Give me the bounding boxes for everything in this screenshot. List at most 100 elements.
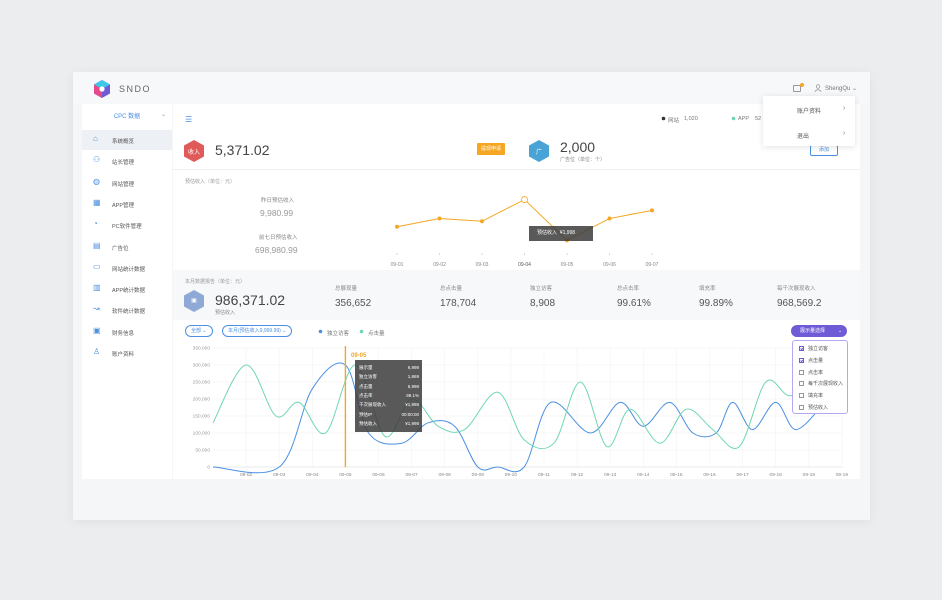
- x-tick-label: 09-16: [703, 472, 716, 478]
- main-content: ☰ 网站 1,020 APP 52 收入 5,371.02 提现申请 广 2,0…: [173, 104, 860, 479]
- x-tick-label: 09-10: [505, 472, 518, 478]
- metric-option-label: 点击率: [808, 369, 824, 376]
- sidebar-item[interactable]: ▣ 财务信息: [82, 322, 172, 342]
- tooltip-value: ¥1,998: [405, 402, 419, 408]
- metric-option[interactable]: 每千次展现收入: [799, 380, 843, 387]
- forecast-point: [649, 208, 654, 213]
- sidebar-item[interactable]: ⚇ 站长管理: [82, 151, 172, 171]
- yesterday-label: 昨日预估收入: [261, 198, 295, 204]
- x-tick-label: 09-04: [518, 262, 531, 268]
- person-icon: ♙: [93, 347, 101, 356]
- sidebar-item[interactable]: ▥ APP统计数据: [82, 279, 172, 299]
- forecast-point: [480, 219, 485, 224]
- withdraw-button[interactable]: 提现申请: [477, 143, 505, 155]
- add-button[interactable]: 添加: [810, 145, 838, 156]
- tooltip-row: 点击量 6,998: [359, 384, 419, 390]
- legend-clicks: 点击量: [368, 331, 385, 337]
- visitors-series-line: [212, 362, 823, 474]
- user-name[interactable]: ShengQu ⌄: [825, 86, 858, 92]
- checkbox[interactable]: [799, 369, 804, 375]
- user-icon[interactable]: [814, 84, 822, 92]
- tooltip-value: 99.1%: [406, 392, 419, 398]
- tooltip-key: 预估收入: [359, 420, 377, 426]
- sidebar-item[interactable]: ⌂ 系统概览: [82, 130, 172, 150]
- metric-option[interactable]: 填充率: [799, 392, 823, 399]
- sidebar-header[interactable]: CPC 数据: [113, 114, 141, 120]
- legend-dot-site: [661, 116, 666, 121]
- metric-select-button[interactable]: 展示量选择 ⌄: [791, 325, 847, 337]
- metric-option[interactable]: 点击率: [799, 369, 823, 376]
- clicks-series-line: [212, 364, 816, 450]
- x-tick-label: 09-02: [240, 472, 253, 478]
- ads-subtitle: 广告位（单位：个）: [560, 157, 606, 163]
- sidebar-item[interactable]: ◍ 网站管理: [82, 173, 172, 193]
- message-icon[interactable]: [793, 85, 801, 92]
- forecast-chart: 09-01 09-02 09-03 09-04 09-05 09-06 09-07: [391, 196, 659, 268]
- stat-label: 独立访客: [530, 286, 553, 292]
- stats-income-icon: ▣: [184, 290, 204, 312]
- x-tick-label: 09-09: [472, 472, 485, 478]
- metric-option[interactable]: 预估收入: [799, 404, 828, 411]
- grid-icon: ▦: [93, 197, 101, 207]
- stat-label: 总点击率: [617, 286, 640, 292]
- logo-icon: [94, 80, 110, 98]
- sidebar-item-label: 账户资料: [112, 352, 135, 358]
- x-tick-label: 09-05: [339, 472, 352, 478]
- chevron-down-icon: ⌄: [838, 328, 843, 334]
- month-filter[interactable]: 本月(预估收入9,999.99) ⌄: [222, 325, 293, 337]
- legend-site-label: 网站: [668, 118, 680, 124]
- x-tick-label: 09-02: [433, 262, 446, 268]
- menu-item-account[interactable]: 账户资料: [797, 109, 822, 115]
- menu-item-logout[interactable]: 退出: [797, 134, 810, 140]
- y-tick-label: 250,000: [193, 380, 211, 386]
- sidebar-item[interactable]: ▭ 网站统计数据: [82, 258, 172, 278]
- stat-value: 968,569.2: [777, 298, 822, 309]
- monthly-stats: 本月数据报告（单位：元） ▣ 986,371.02 预估收入 总展现量 356,6…: [173, 270, 860, 320]
- checkbox[interactable]: [799, 357, 804, 363]
- brand-name: SNDO: [119, 84, 152, 94]
- checkbox[interactable]: [799, 381, 804, 387]
- tooltip-key: 展示量: [359, 365, 373, 370]
- sidebar-item[interactable]: ♙ 账户资料: [82, 343, 172, 363]
- checkbox[interactable]: [799, 405, 804, 410]
- chevron-down-icon[interactable]: ⌄: [161, 112, 167, 118]
- legend-dot-clicks: [359, 329, 364, 334]
- legend-app-value: 52: [755, 116, 762, 122]
- sidebar-item[interactable]: ◔ PC软件管理: [82, 215, 172, 235]
- stat-label: 总点击量: [440, 286, 463, 292]
- x-tick-label: 09-05: [561, 262, 574, 268]
- x-tick-label: 09-01: [391, 262, 404, 268]
- tooltip-value: 6,998: [407, 383, 419, 389]
- sidebar-item-label: PC软件管理: [112, 224, 142, 231]
- all-filter[interactable]: 全部 ⌄: [185, 325, 213, 337]
- legend-dot-visitors: [318, 329, 323, 334]
- stat-value: 99.61%: [617, 298, 651, 309]
- checkbox[interactable]: [799, 346, 804, 351]
- forecast-point: [394, 224, 399, 229]
- card-icon: ▣: [93, 325, 101, 335]
- metric-option[interactable]: 点击量: [799, 357, 823, 364]
- x-tick-label: 09-18: [770, 472, 783, 478]
- trend-tooltip: 展示量 6,998 独立访客 1,869 点击量 6,998 点击率 99.1% 千次展现收入 ¥…: [355, 360, 422, 432]
- yesterday-value: 9,980.99: [260, 208, 294, 218]
- bars-icon: ▥: [93, 283, 101, 293]
- tooltip-key: 千次展现收入: [359, 402, 386, 408]
- tooltip-key: 预估IP: [359, 411, 373, 417]
- x-tick-label: 09-14: [637, 472, 650, 478]
- stats-main-subtitle: 预估收入: [215, 310, 236, 316]
- trend-chart: 0 50,000 100,000 150,000 200,000 250,000 300,0…: [193, 346, 849, 478]
- chevron-right-icon: ›: [843, 105, 846, 112]
- metric-option-label: 点击量: [808, 357, 824, 364]
- forecast-point: [607, 216, 612, 221]
- metric-option[interactable]: 独立访客: [799, 345, 828, 352]
- y-tick-label: 200,000: [193, 397, 211, 403]
- sidebar-item[interactable]: ↝ 软件统计数据: [82, 300, 172, 320]
- sidebar-item[interactable]: ▦ APP管理: [82, 194, 172, 214]
- menu-toggle-icon[interactable]: ☰: [185, 115, 193, 124]
- ads-icon: 广: [529, 140, 549, 162]
- divider: [173, 169, 860, 170]
- checkbox[interactable]: [799, 393, 804, 399]
- sidebar-item[interactable]: ▤ 广告位: [82, 237, 172, 257]
- y-tick-label: 50,000: [195, 448, 210, 454]
- user-dropdown-menu: 账户资料 › 退出 ›: [763, 96, 855, 146]
